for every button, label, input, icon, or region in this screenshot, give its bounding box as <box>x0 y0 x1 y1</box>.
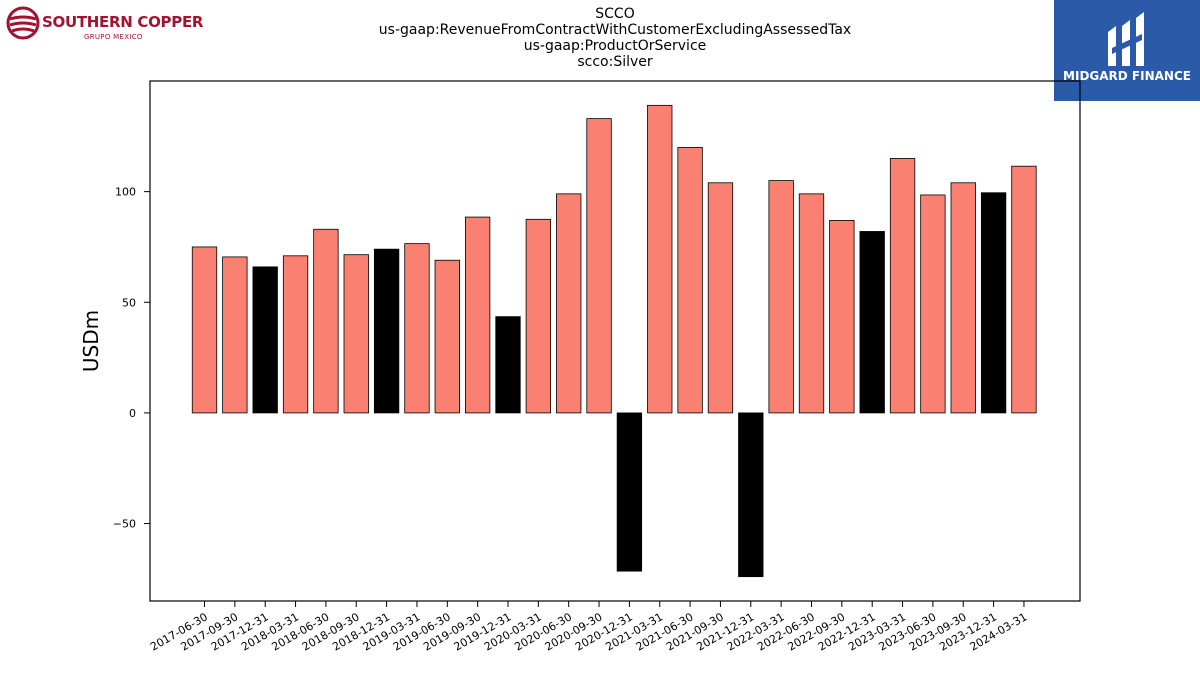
bar-2022-03-31 <box>768 180 794 414</box>
bar-2017-12-31 <box>252 266 278 414</box>
bar-2022-09-30 <box>829 220 855 414</box>
bar-2023-12-31 <box>980 192 1007 414</box>
y-tick-label: 50 <box>122 296 136 309</box>
bar-2018-09-30 <box>343 254 369 414</box>
y-tick-label: 100 <box>115 186 136 199</box>
midgard-finance-logo: MIDGARD FINANCE <box>1054 0 1200 101</box>
y-axis: −50 0 50 100 <box>113 186 150 531</box>
bar-2022-12-31 <box>859 231 885 414</box>
bar-2021-12-31 <box>738 412 764 578</box>
title-line-axis: us-gaap:ProductOrService <box>523 38 707 54</box>
bar-2024-03-31 <box>1011 165 1037 414</box>
southern-copper-logo: SOUTHERN COPPER GRUPO MEXICO <box>4 4 203 44</box>
bar-2021-06-30 <box>677 146 703 414</box>
plot-frame <box>149 80 1081 602</box>
bar-2020-03-31 <box>525 218 551 414</box>
bar-2018-12-31 <box>373 248 400 414</box>
title-line-concept: us-gaap:RevenueFromContractWithCustomerE… <box>378 22 852 38</box>
x-axis: 2017-06-302017-09-302017-12-312018-03-31… <box>148 601 1029 654</box>
bar-2022-06-30 <box>798 193 825 414</box>
bar-2019-12-31 <box>495 316 521 414</box>
title-line-ticker: SCCO <box>595 6 635 22</box>
southern-copper-logo-name: SOUTHERN COPPER <box>42 13 204 31</box>
southern-copper-logo-sub: GRUPO MEXICO <box>84 33 143 41</box>
bar-2021-09-30 <box>707 182 734 414</box>
y-tick-label: −50 <box>113 518 136 531</box>
bar-2019-03-31 <box>404 243 430 414</box>
y-tick-label: 0 <box>129 407 136 420</box>
bar-2023-09-30 <box>950 182 976 414</box>
bar-2020-09-30 <box>586 118 612 414</box>
midgard-finance-logo-name: MIDGARD FINANCE <box>1063 69 1191 83</box>
chart-title: SCCO us-gaap:RevenueFromContractWithCust… <box>150 6 1080 70</box>
southern-copper-logo-icon <box>6 6 40 40</box>
bar-2019-06-30 <box>434 259 460 414</box>
midgard-finance-logo-icon <box>1108 12 1144 66</box>
bar-2023-06-30 <box>920 194 946 414</box>
bar-2017-06-30 <box>191 246 218 414</box>
bar-2020-12-31 <box>616 412 643 572</box>
bar-2019-09-30 <box>464 216 491 414</box>
bar-2020-06-30 <box>556 193 582 414</box>
title-line-member: scco:Silver <box>577 54 653 70</box>
bar-2018-06-30 <box>313 228 339 414</box>
bar-2018-03-31 <box>282 255 309 414</box>
bar-2023-03-31 <box>889 158 916 414</box>
y-axis-label: USDm <box>79 310 103 372</box>
bar-2017-09-30 <box>222 256 248 414</box>
bar-2021-03-31 <box>647 104 673 414</box>
bars-group <box>191 104 1037 578</box>
